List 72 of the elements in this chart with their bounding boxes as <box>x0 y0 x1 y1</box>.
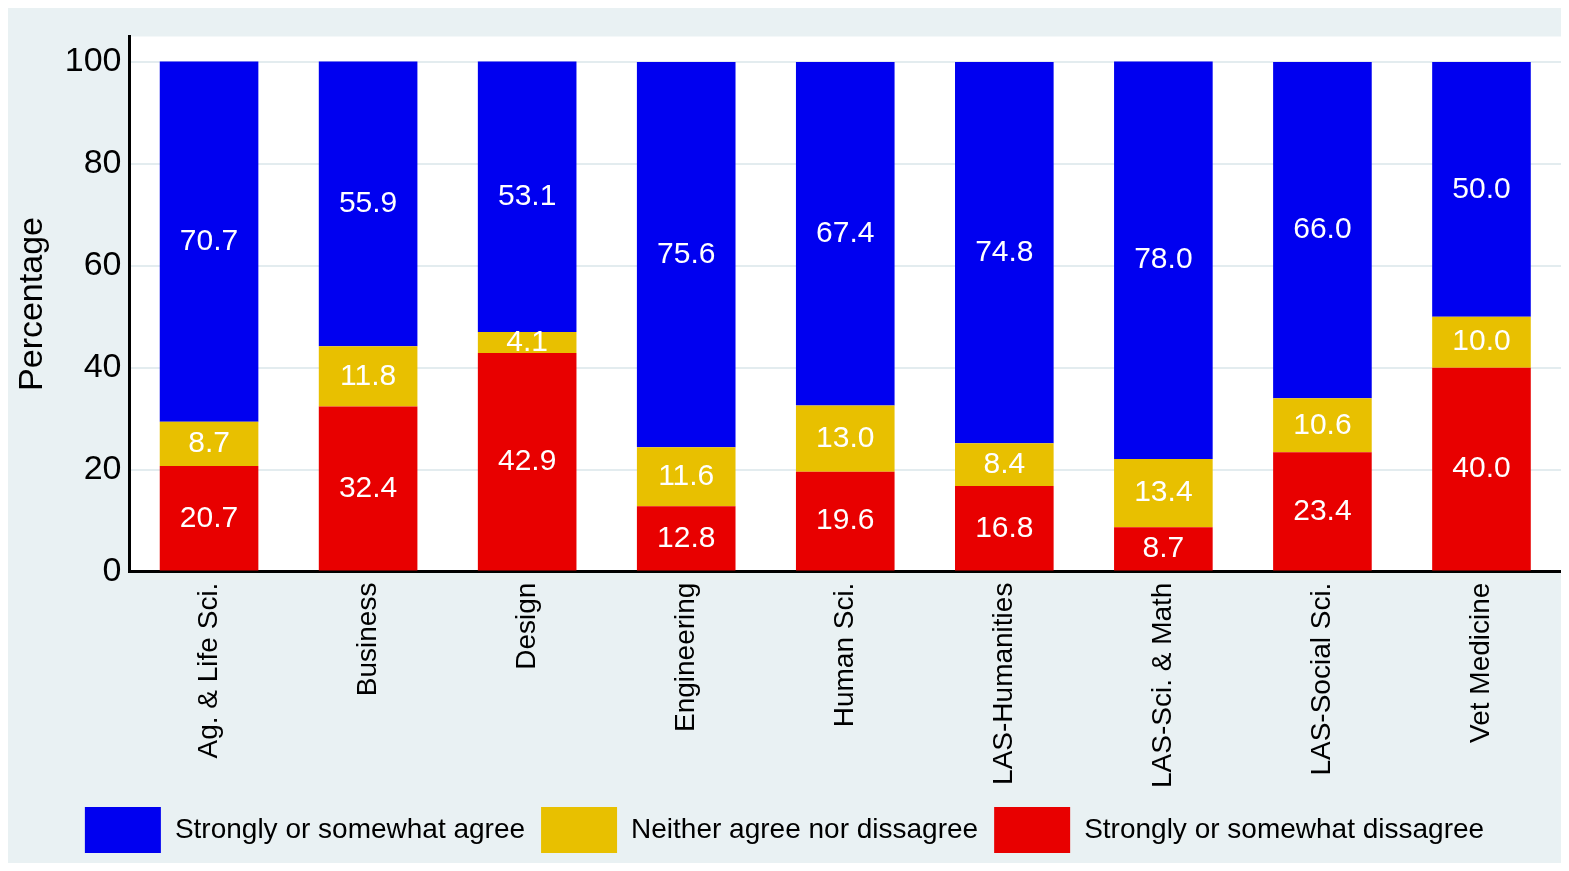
legend-label: Strongly or somewhat agree <box>174 812 526 844</box>
data-label: 10.6 <box>1293 406 1352 440</box>
data-label: 23.4 <box>1293 492 1352 526</box>
data-label: 67.4 <box>816 214 875 248</box>
bar <box>1273 452 1372 571</box>
data-label: 4.1 <box>506 323 549 357</box>
bar <box>1273 61 1372 399</box>
bar <box>1114 527 1213 571</box>
data-label: 32.4 <box>338 469 398 503</box>
bar <box>1114 458 1213 528</box>
bar <box>159 61 259 422</box>
y-tick-label: 100 <box>64 40 122 79</box>
y-axis-title: Percentage <box>10 217 49 391</box>
y-tick-label: 60 <box>83 244 122 283</box>
data-label: 78.0 <box>1134 241 1193 275</box>
bar <box>1273 398 1372 453</box>
y-tick-label: 40 <box>83 346 122 385</box>
data-label: 53.1 <box>497 177 557 211</box>
bar <box>636 447 736 507</box>
data-label: 11.8 <box>340 357 397 391</box>
x-tick-label: Design <box>509 582 541 670</box>
bar <box>1432 316 1531 368</box>
legend-label: Strongly or somewhat dissagree <box>1084 812 1485 844</box>
data-label: 11.6 <box>658 458 715 492</box>
bar <box>1432 61 1531 317</box>
bar <box>955 485 1054 571</box>
x-tick-label: LAS-Sci. & Math <box>1146 582 1178 788</box>
bar <box>636 61 736 448</box>
y-tick-label: 0 <box>102 549 122 588</box>
bar <box>477 352 577 571</box>
x-tick-label: LAS-Social Sci. <box>1305 582 1337 776</box>
data-label: 8.7 <box>188 425 230 459</box>
bar <box>159 421 259 467</box>
data-label: 10.0 <box>1452 323 1511 357</box>
bar <box>1114 61 1213 459</box>
data-label: 75.6 <box>657 235 716 269</box>
data-label: 13.0 <box>816 419 875 453</box>
x-tick-label: Vet Medicine <box>1464 582 1496 743</box>
bar <box>477 61 577 333</box>
bar <box>955 443 1054 486</box>
bar <box>955 61 1054 444</box>
data-label: 55.9 <box>338 185 398 219</box>
data-label: 20.7 <box>179 499 239 533</box>
data-label: 42.9 <box>497 443 557 477</box>
data-label: 70.7 <box>179 222 239 256</box>
bar <box>1432 367 1531 571</box>
bar <box>159 466 259 571</box>
x-tick-label: Business <box>350 582 382 697</box>
x-tick-label: Ag. & Life Sci. <box>191 582 223 759</box>
data-label: 16.8 <box>975 509 1034 543</box>
bar <box>795 471 895 571</box>
x-tick-label: LAS-Humanities <box>987 582 1019 785</box>
bar <box>795 61 895 406</box>
y-tick-label: 20 <box>83 448 122 487</box>
data-label: 74.8 <box>975 233 1034 267</box>
data-label: 8.4 <box>983 445 1026 479</box>
data-label: 50.0 <box>1452 170 1511 204</box>
data-label: 40.0 <box>1452 450 1511 484</box>
data-label: 13.4 <box>1134 474 1193 508</box>
bar <box>318 406 418 571</box>
y-tick-label: 80 <box>83 142 122 181</box>
legend-label: Neither agree nor dissagree <box>631 812 979 844</box>
x-tick-label: Human Sci. <box>827 582 859 728</box>
x-tick-label: Engineering <box>668 582 700 733</box>
data-label: 8.7 <box>1142 530 1185 564</box>
data-label: 12.8 <box>657 519 716 553</box>
bar <box>636 506 736 571</box>
bar <box>318 346 418 407</box>
bar <box>318 61 418 347</box>
data-label: 66.0 <box>1293 211 1352 245</box>
bar <box>795 405 895 472</box>
data-label: 19.6 <box>816 502 875 536</box>
